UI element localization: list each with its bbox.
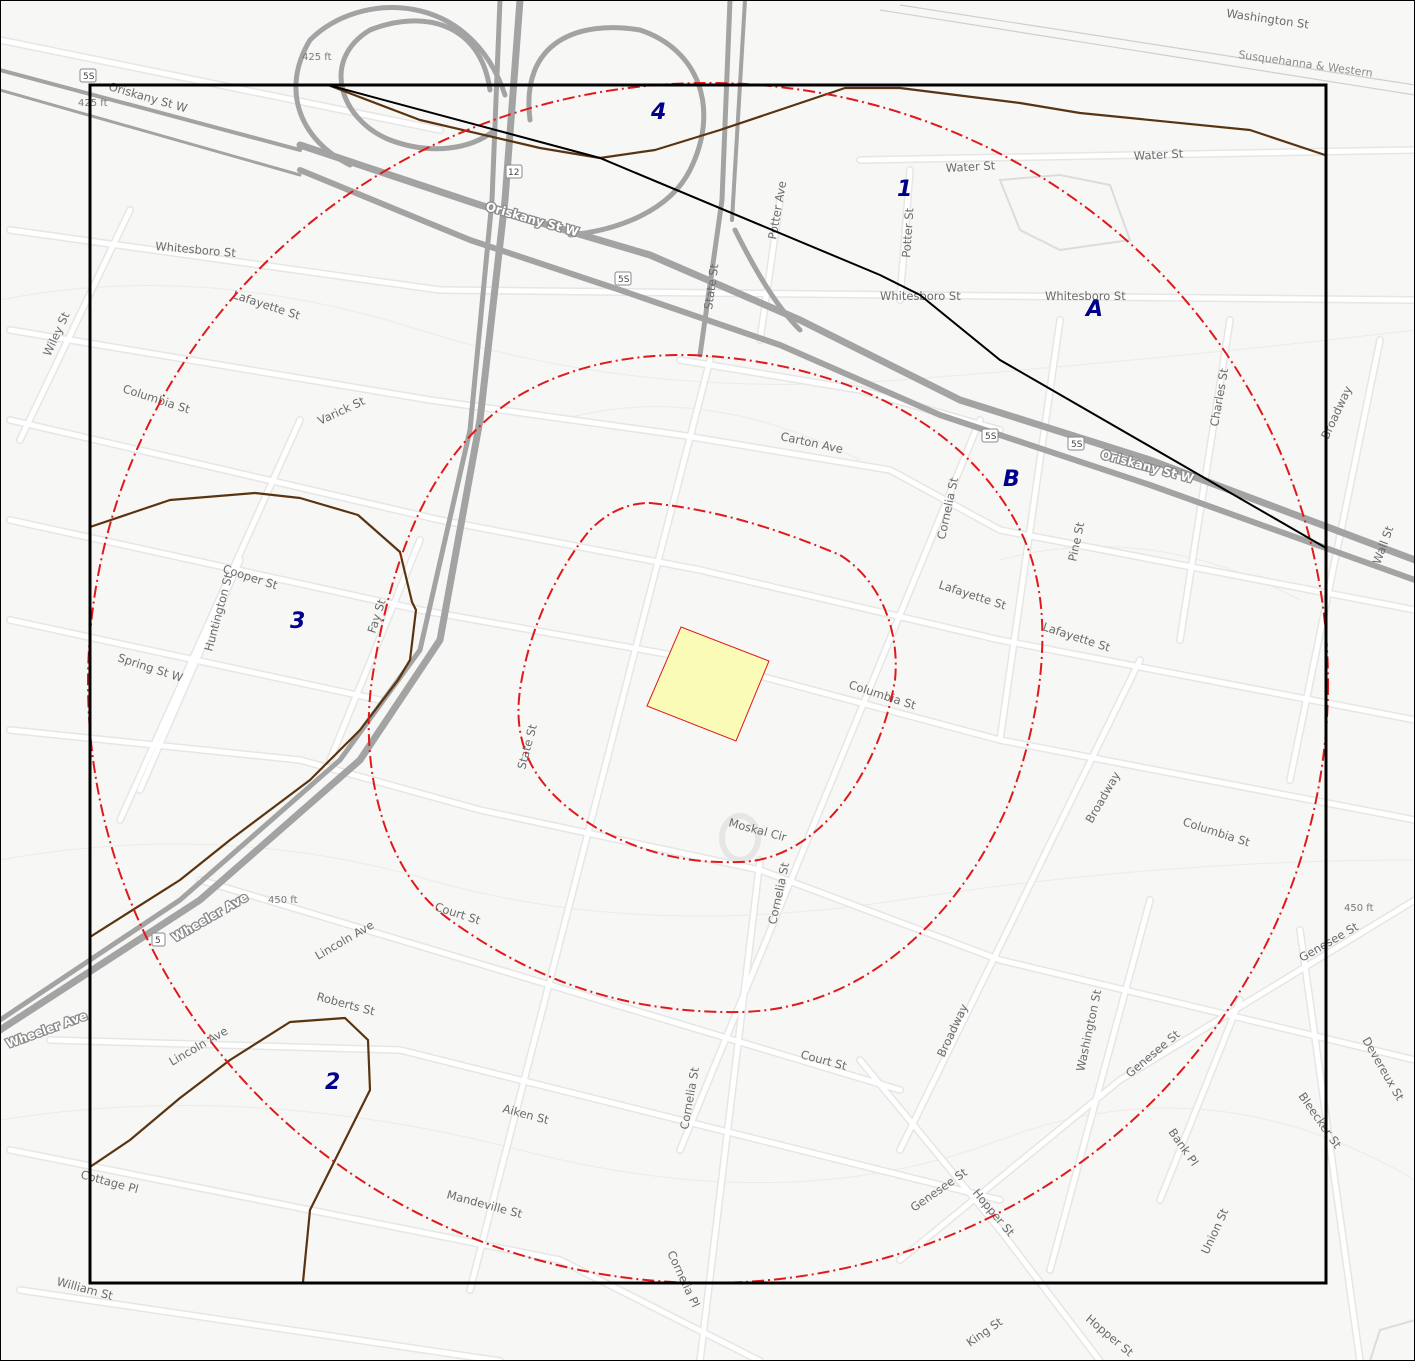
svg-text:12: 12 xyxy=(508,168,519,178)
route-shield: 5S xyxy=(981,428,999,443)
study-area-frame xyxy=(88,83,1328,1285)
railroad xyxy=(879,4,1414,96)
street-label: Lafayette St xyxy=(231,288,302,323)
middle-buffer-ring xyxy=(367,353,1044,1014)
street-label: Hopper St xyxy=(970,1186,1018,1239)
site-polygon[interactable] xyxy=(646,626,770,742)
elevation-label: 450 ft xyxy=(1344,903,1374,914)
parking-lot-outlines xyxy=(998,173,1414,1360)
street-label: Water St xyxy=(945,158,996,175)
street-label: Charles St xyxy=(1207,367,1231,428)
route-shield: 5S xyxy=(614,271,632,286)
street-label: State St xyxy=(514,722,540,770)
street-label: Union St xyxy=(1198,1206,1231,1256)
route-shield: 5 xyxy=(151,932,166,947)
street-label: Mandeville St xyxy=(445,1187,524,1221)
street-label: Columbia St xyxy=(1181,815,1252,850)
street-label: Aiken St xyxy=(501,1101,551,1127)
area-label-4[interactable]: 4 xyxy=(650,100,666,125)
outer-buffer-ring xyxy=(87,82,1329,1284)
highway-label: Oriskany St W xyxy=(1099,447,1195,485)
svg-text:5: 5 xyxy=(155,936,161,946)
svg-text:5S: 5S xyxy=(618,275,630,285)
route-shield: 5S xyxy=(1067,436,1085,451)
street-label: Potter St xyxy=(899,207,916,258)
street-label: Roberts St xyxy=(315,989,377,1018)
street-label: Columbia St xyxy=(121,382,192,417)
minor-streets-fill xyxy=(1,37,1414,1360)
route-shield: 5S xyxy=(79,68,97,83)
svg-text:5S: 5S xyxy=(83,72,95,82)
street-label: Broadway xyxy=(1318,384,1355,442)
moskal-cir-loop xyxy=(719,813,761,863)
route-shield: 12 xyxy=(505,164,523,179)
street-label: Washington St xyxy=(1226,6,1311,31)
street-label: Huntington St xyxy=(201,572,235,653)
street-label: Pine St xyxy=(1065,520,1087,562)
elevation-label: 425 ft xyxy=(302,52,332,63)
svg-text:5S: 5S xyxy=(1071,440,1083,450)
rail-label: Susquehanna & Western xyxy=(1238,48,1374,80)
street-label: Whitesboro St xyxy=(1045,289,1126,303)
terrain-contours xyxy=(1,284,1414,1184)
street-label: Broadway xyxy=(1082,769,1123,826)
street-label: Lafayette St xyxy=(937,578,1008,613)
street-label: Genesee St xyxy=(1123,1027,1183,1080)
area-label-1[interactable]: 1 xyxy=(897,177,912,202)
black-line xyxy=(327,84,1327,549)
inner-buffer-ring xyxy=(517,501,897,864)
elevation-label: 450 ft xyxy=(268,895,298,906)
area-label-3[interactable]: 3 xyxy=(290,609,305,634)
area-label-A[interactable]: A xyxy=(1084,297,1103,322)
svg-text:5S: 5S xyxy=(985,432,997,442)
buffer-rings xyxy=(87,82,1329,1284)
street-label: Cornelia Pl xyxy=(664,1248,703,1309)
street-label: Washington St xyxy=(1073,988,1104,1073)
street-label: Varick St xyxy=(315,394,367,428)
area-label-2[interactable]: 2 xyxy=(325,1070,340,1095)
zone-boundaries xyxy=(89,83,1326,1283)
street-label: King St xyxy=(964,1314,1006,1349)
highways xyxy=(1,1,1414,1034)
street-label: Devereux St xyxy=(1359,1035,1407,1104)
street-label: State St xyxy=(701,263,721,311)
elevation-label: 425 ft xyxy=(78,98,108,109)
area-label-B[interactable]: B xyxy=(1003,467,1020,492)
street-label: Water St xyxy=(1133,146,1184,163)
